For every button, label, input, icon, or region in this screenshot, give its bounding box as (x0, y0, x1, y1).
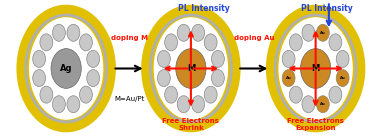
Ellipse shape (51, 49, 81, 88)
Text: PL Intensity: PL Intensity (178, 4, 229, 13)
Ellipse shape (177, 96, 190, 113)
Text: Au: Au (286, 76, 291, 80)
Ellipse shape (176, 49, 206, 88)
Text: Au: Au (340, 76, 345, 80)
Ellipse shape (53, 96, 65, 113)
Ellipse shape (336, 50, 349, 67)
Text: M: M (187, 64, 195, 73)
Ellipse shape (290, 34, 302, 51)
Ellipse shape (302, 96, 315, 113)
Ellipse shape (204, 86, 217, 103)
Text: Free Electrons
Expansion: Free Electrons Expansion (287, 118, 344, 131)
Text: Au: Au (320, 31, 326, 35)
Text: doping M: doping M (111, 35, 147, 41)
Text: Free Electrons
Shrink: Free Electrons Shrink (163, 118, 219, 131)
Ellipse shape (53, 24, 65, 41)
Ellipse shape (40, 86, 53, 103)
Ellipse shape (158, 50, 170, 67)
Ellipse shape (301, 49, 331, 88)
Ellipse shape (177, 24, 190, 41)
Ellipse shape (192, 96, 204, 113)
Text: PL Intensity: PL Intensity (301, 4, 352, 13)
Ellipse shape (211, 70, 224, 87)
Ellipse shape (165, 86, 178, 103)
Text: M=Au/Pt: M=Au/Pt (114, 96, 144, 102)
Ellipse shape (192, 24, 204, 41)
Ellipse shape (282, 50, 295, 67)
Ellipse shape (211, 50, 224, 67)
Ellipse shape (79, 34, 92, 51)
Ellipse shape (67, 96, 80, 113)
Ellipse shape (87, 50, 99, 67)
Ellipse shape (316, 24, 329, 41)
Text: M: M (311, 64, 320, 73)
Ellipse shape (67, 24, 80, 41)
Text: Ag: Ag (60, 64, 73, 73)
Ellipse shape (33, 50, 46, 67)
Ellipse shape (204, 34, 217, 51)
Ellipse shape (79, 86, 92, 103)
Ellipse shape (33, 70, 46, 87)
Ellipse shape (329, 34, 342, 51)
Ellipse shape (165, 34, 178, 51)
Ellipse shape (302, 24, 315, 41)
Ellipse shape (290, 86, 302, 103)
Ellipse shape (336, 70, 349, 87)
Ellipse shape (282, 70, 295, 87)
Ellipse shape (158, 70, 170, 87)
Ellipse shape (316, 96, 329, 113)
Ellipse shape (87, 70, 99, 87)
Text: Au: Au (320, 102, 326, 106)
Ellipse shape (40, 34, 53, 51)
Text: doping Au: doping Au (234, 35, 274, 41)
Ellipse shape (329, 86, 342, 103)
